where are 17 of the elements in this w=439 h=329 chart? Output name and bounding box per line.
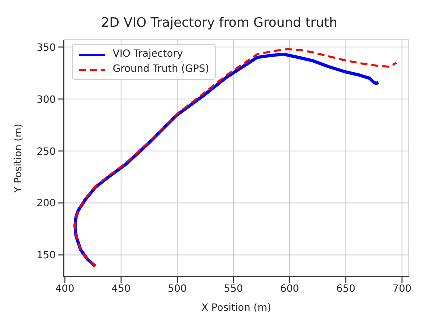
y-tick-label: 150 [36, 250, 56, 262]
x-tick-label: 400 [56, 284, 75, 296]
y-tick-label: 350 [36, 42, 56, 54]
x-tick-label: 600 [280, 284, 300, 296]
y-axis-title: Y Position (m) [14, 124, 25, 194]
y-tick-label: 300 [36, 94, 56, 106]
y-tick-label: 250 [36, 146, 56, 158]
x-tick-label: 700 [392, 284, 412, 296]
x-tick-label: 650 [336, 284, 356, 296]
legend-label: VIO Trajectory [113, 48, 184, 62]
x-tick-label: 500 [168, 284, 188, 296]
x-tick-label: 550 [224, 284, 244, 296]
legend-label: Ground Truth (GPS) [113, 63, 210, 77]
y-tick-label: 200 [36, 198, 56, 210]
x-axis-title: X Position (m) [202, 303, 272, 314]
x-tick-label: 450 [112, 284, 131, 296]
chart-title: 2D VIO Trajectory from Ground truth [100, 16, 339, 31]
